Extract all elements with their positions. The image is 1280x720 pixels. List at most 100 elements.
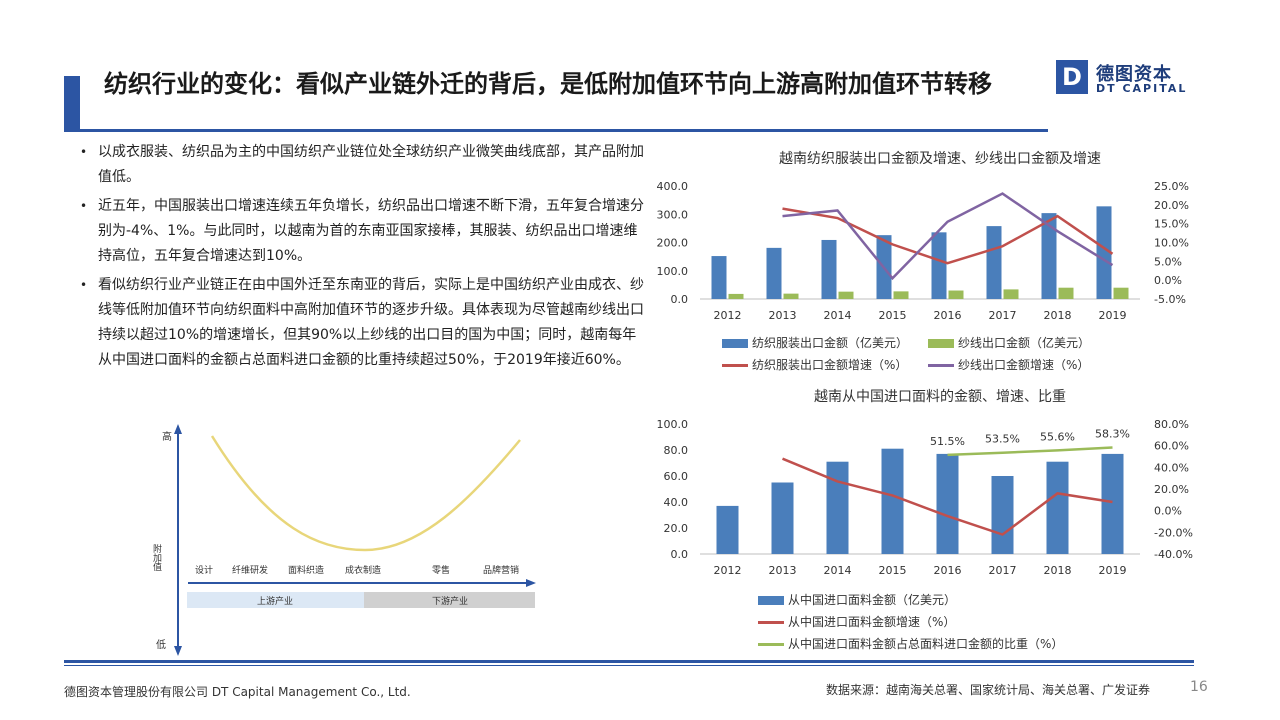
legend-label: 纺织服装出口金额增速（%） [752,358,908,372]
bar [991,476,1014,554]
bar [838,291,854,299]
footer-divider-thin [64,665,1194,666]
legend-label: 纱线出口金额（亿美元） [958,336,1091,350]
bar [986,226,1002,299]
y-tick-label: 0.0 [671,548,689,561]
bar [881,448,904,554]
logo-text-cn: 德图资本 [1096,64,1172,85]
legend-swatch [928,364,954,367]
bar [728,293,744,299]
x-tick-label: 2017 [989,309,1017,322]
x-tick-label: 2016 [934,564,962,577]
chart1-legend: 纺织服装出口金额（亿美元） 纱线出口金额（亿美元） 纺织服装出口金额增速（%） … [650,334,1210,374]
smile-y-arrow-down-icon [174,646,182,656]
x-tick-label: 2013 [769,309,797,322]
smile-stage-label: 成衣制造 [345,564,381,576]
chart1-title: 越南纺织服装出口金额及增速、纱线出口金额及增速 [779,151,1101,167]
legend-label: 从中国进口面料金额增速（%） [788,615,956,629]
legend-label: 纺织服装出口金额（亿美元） [752,336,909,350]
x-tick-label: 2019 [1099,309,1127,322]
chart1-plot: 400.0 300.0 200.0 100.0 0.0 25.0% 20.0% 15.0% 10… [657,180,1189,322]
y2-tick-label: -5.0% [1154,293,1186,306]
bullet-item: 近五年，中国服装出口增速连续五年负增长，纺织品出口增速不断下滑，五年复合增速分别… [80,194,650,269]
y2-tick-label: -20.0% [1154,526,1193,539]
smile-label-mid: 附加值 [151,543,162,571]
bar [1096,206,1112,299]
legend-swatch [758,643,784,646]
y-tick-label: 0.0 [671,293,689,306]
bar [1101,453,1124,554]
chart2-title: 越南从中国进口面料的金额、增速、比重 [814,389,1066,405]
bar [1113,287,1129,299]
y-tick-label: 40.0 [664,496,689,509]
logo-text-en: DT CAPITAL [1096,82,1188,95]
bar [1046,461,1069,554]
series-line [782,192,1114,281]
y2-tick-label: 10.0% [1154,237,1189,250]
series-line [782,457,1113,536]
y-tick-label: 300.0 [657,208,689,221]
chart1-legend-item: 纱线出口金额（亿美元） [928,334,1090,351]
legend-swatch [758,621,784,624]
smile-curve-line [210,435,521,552]
smile-x-arrow-icon [526,579,536,587]
smile-stage-label: 纤维研发 [232,564,268,576]
y2-tick-label: 0.0% [1154,274,1182,287]
bullet-item: 以成衣服装、纺织品为主的中国纺织产业链位处全球纺织产业微笑曲线底部，其产品附加值… [80,140,650,190]
footer-company: 德图资本管理股份有限公司 DT Capital Management Co., … [64,685,411,699]
chart2-legend-item: 从中国进口面料金额占总面料进口金额的比重（%） [758,635,1063,652]
x-tick-label: 2018 [1044,309,1072,322]
data-label: 58.3% [1095,428,1130,441]
bar [936,453,959,554]
y2-tick-label: 0.0% [1154,505,1182,518]
bullet-list: 以成衣服装、纺织品为主的中国纺织产业链位处全球纺织产业微笑曲线底部，其产品附加值… [80,140,650,377]
downstream-label: 下游产业 [432,595,468,607]
page-title: 纺织行业的变化：看似产业链外迁的背后，是低附加值环节向上游高附加值环节转移 [104,70,992,98]
bar [948,290,964,299]
company-logo: D 德图资本 DT CAPITAL [1056,60,1216,100]
y-tick-label: 20.0 [664,522,689,535]
smile-label-low: 低 [156,638,166,651]
data-label: 55.6% [1040,430,1075,443]
series-line [782,207,1114,265]
x-tick-label: 2019 [1099,564,1127,577]
upstream-label: 上游产业 [257,595,293,607]
y-tick-label: 100.0 [657,418,689,431]
x-tick-label: 2018 [1044,564,1072,577]
page-number: 16 [1190,679,1208,695]
x-tick-label: 2014 [824,309,852,322]
y-tick-label: 400.0 [657,180,689,193]
y-tick-label: 60.0 [664,470,689,483]
smile-stage-label: 面料织造 [288,564,324,576]
legend-label: 纱线出口金额增速（%） [958,358,1090,372]
smile-stage-label: 零售 [432,564,450,576]
chart1-legend-item: 纺织服装出口金额（亿美元） [722,334,908,351]
y2-tick-label: 5.0% [1154,255,1182,268]
x-tick-label: 2013 [769,564,797,577]
y2-tick-label: -40.0% [1154,548,1193,561]
chart2-plot: 100.0 80.0 60.0 40.0 20.0 0.0 80.0% 60.0% 40.0% 2… [657,418,1193,577]
x-tick-label: 2017 [989,564,1017,577]
data-label: 53.5% [985,433,1020,446]
logo-mark-icon: D [1056,60,1088,94]
x-tick-label: 2012 [714,309,742,322]
footer-source: 数据来源：越南海关总署、国家统计局、海关总署、广发证券 [826,683,1151,697]
bar [716,505,739,554]
bullet-item: 看似纺织行业产业链正在由中国外迁至东南亚的背后，实际上是中国纺织产业由成衣、纱线… [80,273,650,373]
title-accent-bar [64,76,80,132]
y2-tick-label: 15.0% [1154,218,1189,231]
smile-y-arrow-icon [174,424,182,434]
smile-stage-label: 品牌营销 [483,564,519,576]
downstream-band [364,592,535,608]
title-divider [64,129,1048,132]
y-tick-label: 80.0 [664,444,689,457]
upstream-band [187,592,364,608]
series-line [947,446,1113,457]
x-tick-label: 2015 [879,309,907,322]
legend-label: 从中国进口面料金额占总面料进口金额的比重（%） [788,637,1064,651]
bar [766,247,782,299]
chart2-legend-item: 从中国进口面料金额（亿美元） [758,591,956,608]
legend-swatch [722,339,748,348]
x-tick-label: 2015 [879,564,907,577]
legend-label: 从中国进口面料金额（亿美元） [788,593,957,607]
